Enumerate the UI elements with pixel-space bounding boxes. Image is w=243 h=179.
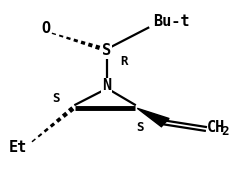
Text: S: S [102,43,112,58]
Text: Et: Et [9,140,27,155]
Text: Bu-t: Bu-t [153,14,190,29]
Text: CH: CH [207,120,225,136]
Text: O: O [42,21,51,36]
Text: R: R [120,55,128,68]
Text: S: S [52,92,60,105]
Text: N: N [102,78,112,93]
Polygon shape [137,108,169,127]
Text: 2: 2 [222,125,229,138]
Text: S: S [136,121,143,134]
